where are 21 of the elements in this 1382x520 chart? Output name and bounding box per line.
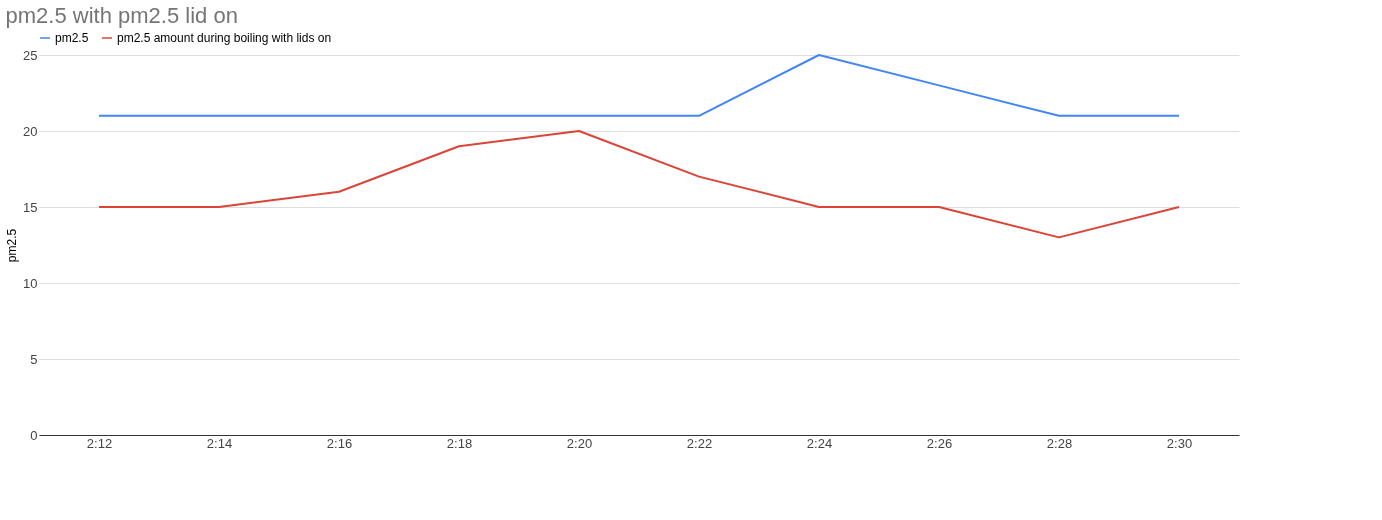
x-tick-label: 2:20 [566,435,593,451]
x-tick-label: 2:18 [446,435,473,451]
y-tick-label: 15 [23,199,38,215]
y-tick-label: 20 [23,123,38,139]
x-tick-label: 2:16 [326,435,353,451]
x-tick-label: 2:24 [806,435,833,451]
x-tick-label: 2:30 [1166,435,1193,451]
line-series [98,130,1180,239]
y-axis-title: pm2.5 [5,228,20,263]
chart-title: pm2.5 with pm2.5 lid on [5,3,238,28]
x-tick-label: 2:12 [86,435,113,451]
x-tick-label: 2:28 [1046,435,1073,451]
y-tick-label: 25 [23,47,38,63]
legend-label: pm2.5 amount during boiling with lids on [117,31,332,45]
y-tick-label: 5 [30,351,38,367]
y-tick-label: 10 [23,275,38,291]
x-tick-label: 2:26 [926,435,953,451]
y-tick-label: 0 [30,427,38,443]
x-tick-label: 2:14 [206,435,233,451]
legend-label: pm2.5 [55,31,89,45]
x-tick-label: 2:22 [686,435,713,451]
